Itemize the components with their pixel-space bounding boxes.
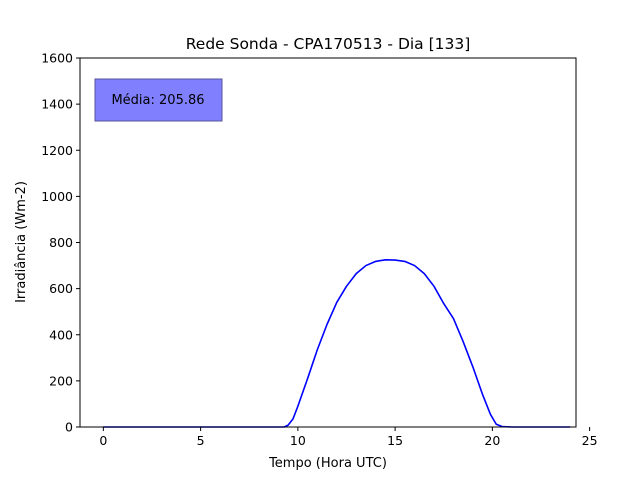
y-tick-label: 1600 <box>41 51 73 66</box>
x-tick-label: 0 <box>99 433 107 448</box>
y-tick-label: 400 <box>49 327 73 342</box>
x-tick-label: 25 <box>582 433 598 448</box>
x-axis-label: Tempo (Hora UTC) <box>268 456 387 471</box>
mean-annotation-box <box>94 78 223 122</box>
y-tick-label: 0 <box>65 420 73 435</box>
mean-annotation-text: Média: 205.86 <box>111 93 204 108</box>
chart-title: Rede Sonda - CPA170513 - Dia [133] <box>186 35 471 53</box>
plot-area <box>103 258 571 428</box>
y-tick-label: 600 <box>49 281 73 296</box>
irradiance-series-line-0 <box>103 258 571 428</box>
y-tick-label: 1200 <box>41 143 73 158</box>
axis-ticks: 0 5 10 15 20 25 0 200 400 600 800 1000 1200 1400 1600 <box>41 51 597 449</box>
x-tick-label: 10 <box>290 433 306 448</box>
y-tick-label: 800 <box>49 235 73 250</box>
x-tick-label: 20 <box>484 433 500 448</box>
y-tick-label: 1400 <box>41 97 73 112</box>
y-tick-label: 1000 <box>41 189 73 204</box>
x-tick-label: 15 <box>387 433 403 448</box>
x-tick-label: 5 <box>197 433 205 448</box>
y-tick-label: 200 <box>49 373 73 388</box>
y-axis-label: Irradiância (Wm-2) <box>14 181 29 303</box>
